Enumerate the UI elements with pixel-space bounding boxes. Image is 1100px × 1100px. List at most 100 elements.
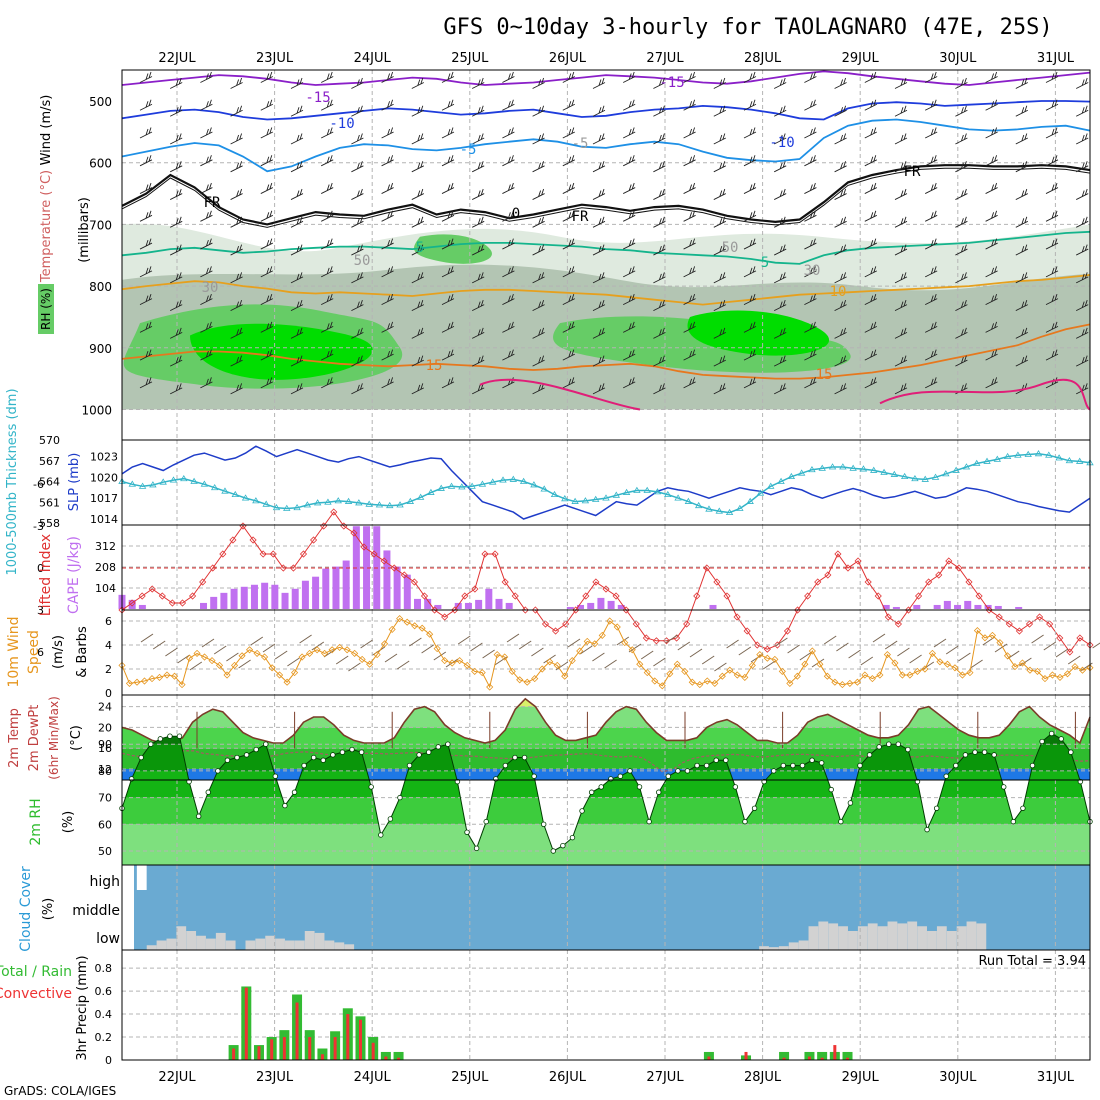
surface-wind-barb	[494, 656, 508, 666]
contour-label: FR	[204, 195, 221, 211]
wind-barb	[1045, 210, 1059, 222]
rh-marker	[636, 784, 643, 790]
li-marker	[925, 578, 933, 586]
rh-marker	[1058, 736, 1064, 742]
rh-marker	[790, 762, 796, 769]
wind-barb	[773, 355, 787, 367]
rh-marker	[953, 762, 959, 769]
low-cloud-bar	[857, 926, 868, 950]
li-marker	[219, 550, 227, 558]
thickness-marker	[427, 488, 435, 495]
wind-barb	[230, 272, 243, 284]
low-cloud-bar	[176, 926, 187, 950]
wind-speed-marker	[853, 678, 861, 686]
wind-barb	[532, 133, 545, 145]
wind-barb	[743, 321, 757, 333]
cape-bar	[342, 560, 350, 609]
surface-wind-barb	[409, 637, 422, 647]
wind-speed-marker	[523, 678, 531, 686]
wind-barb	[411, 383, 425, 395]
li-marker	[178, 599, 187, 607]
wind-barb	[1045, 155, 1059, 167]
surface-wind-barb	[994, 643, 1008, 653]
wind-speed-marker	[741, 673, 749, 681]
wind-speed-marker	[463, 661, 471, 669]
wind-barb	[1045, 349, 1059, 361]
rh-tick-label: 80	[98, 765, 112, 778]
wind-barb	[955, 244, 968, 256]
precip-conv-bar	[320, 1054, 324, 1060]
wind-barb	[381, 155, 394, 167]
li-marker	[1046, 620, 1054, 628]
cape-bar	[413, 598, 421, 609]
li-marker	[773, 641, 781, 649]
wind-barb	[955, 161, 968, 173]
wind-barb	[924, 127, 938, 139]
thickness-marker	[447, 482, 456, 489]
rh-marker	[617, 773, 624, 779]
surface-wind-barb	[628, 643, 642, 653]
surface-wind-barb	[213, 645, 227, 655]
rh-marker	[176, 733, 183, 739]
wind-speed-marker	[155, 673, 164, 681]
wind-barb	[1045, 266, 1059, 278]
rh-marker	[148, 741, 154, 747]
wind-ylabel-2: Speed	[26, 630, 42, 674]
wind-barb	[381, 349, 394, 361]
cloud-ylabel-1: Cloud Cover	[18, 866, 34, 952]
wind-barb	[743, 99, 757, 111]
surface-wind-barb	[579, 645, 593, 655]
wind-barb	[290, 272, 304, 284]
precip-conv-bar	[820, 1057, 824, 1060]
surface-wind-barb	[945, 645, 959, 655]
cape-bar	[230, 588, 238, 609]
thickness-marker	[694, 501, 703, 509]
wind-barb	[169, 272, 183, 284]
wind-barb	[532, 327, 545, 339]
wind-barb	[169, 216, 183, 228]
rh-marker	[1029, 762, 1036, 769]
isotherm-fr-double	[121, 167, 1091, 228]
wind-barb	[713, 77, 727, 89]
wind-barb	[169, 188, 183, 200]
wind-barb	[653, 105, 666, 117]
cape-bar	[301, 580, 309, 609]
wind-barb	[592, 272, 606, 284]
wind-speed-marker	[778, 667, 786, 675]
surface-wind-barb	[323, 648, 337, 658]
wind-barb	[411, 299, 425, 312]
surface-wind-barb	[762, 660, 776, 670]
wind-barb	[502, 155, 515, 167]
wind-barb	[864, 182, 878, 194]
pressure-tick-label: 800	[89, 280, 112, 294]
wind-barb	[955, 272, 968, 284]
wind-barb	[1045, 238, 1059, 250]
li-marker	[1066, 648, 1074, 656]
li-marker	[199, 578, 207, 586]
li-marker	[138, 592, 146, 600]
precip-conv-bar	[397, 1057, 401, 1060]
cloud-level-high: high	[89, 874, 120, 890]
li-marker	[451, 606, 459, 614]
wind-speed-marker	[771, 655, 779, 663]
precip-conv-bar	[244, 987, 248, 1060]
thickness-marker	[458, 483, 466, 490]
thickness-marker	[355, 499, 363, 506]
wind-speed-marker	[223, 671, 231, 679]
wind-speed-marker	[988, 631, 997, 639]
rh-marker	[330, 752, 336, 758]
low-cloud-bar	[956, 926, 967, 950]
wind-speed-marker	[846, 679, 854, 687]
wind-barb	[1015, 272, 1029, 284]
li-marker	[562, 620, 570, 628]
low-cloud-bar	[897, 923, 908, 950]
cape-bar	[312, 576, 320, 609]
wind-barb	[622, 71, 636, 83]
wind-barb	[743, 266, 757, 278]
wind-barb	[532, 244, 545, 256]
rh-marker	[387, 816, 394, 822]
wind-barb	[351, 105, 364, 117]
wind-speed-marker	[1026, 666, 1034, 674]
wind-barb	[592, 383, 606, 395]
low-cloud-bar	[304, 931, 315, 950]
